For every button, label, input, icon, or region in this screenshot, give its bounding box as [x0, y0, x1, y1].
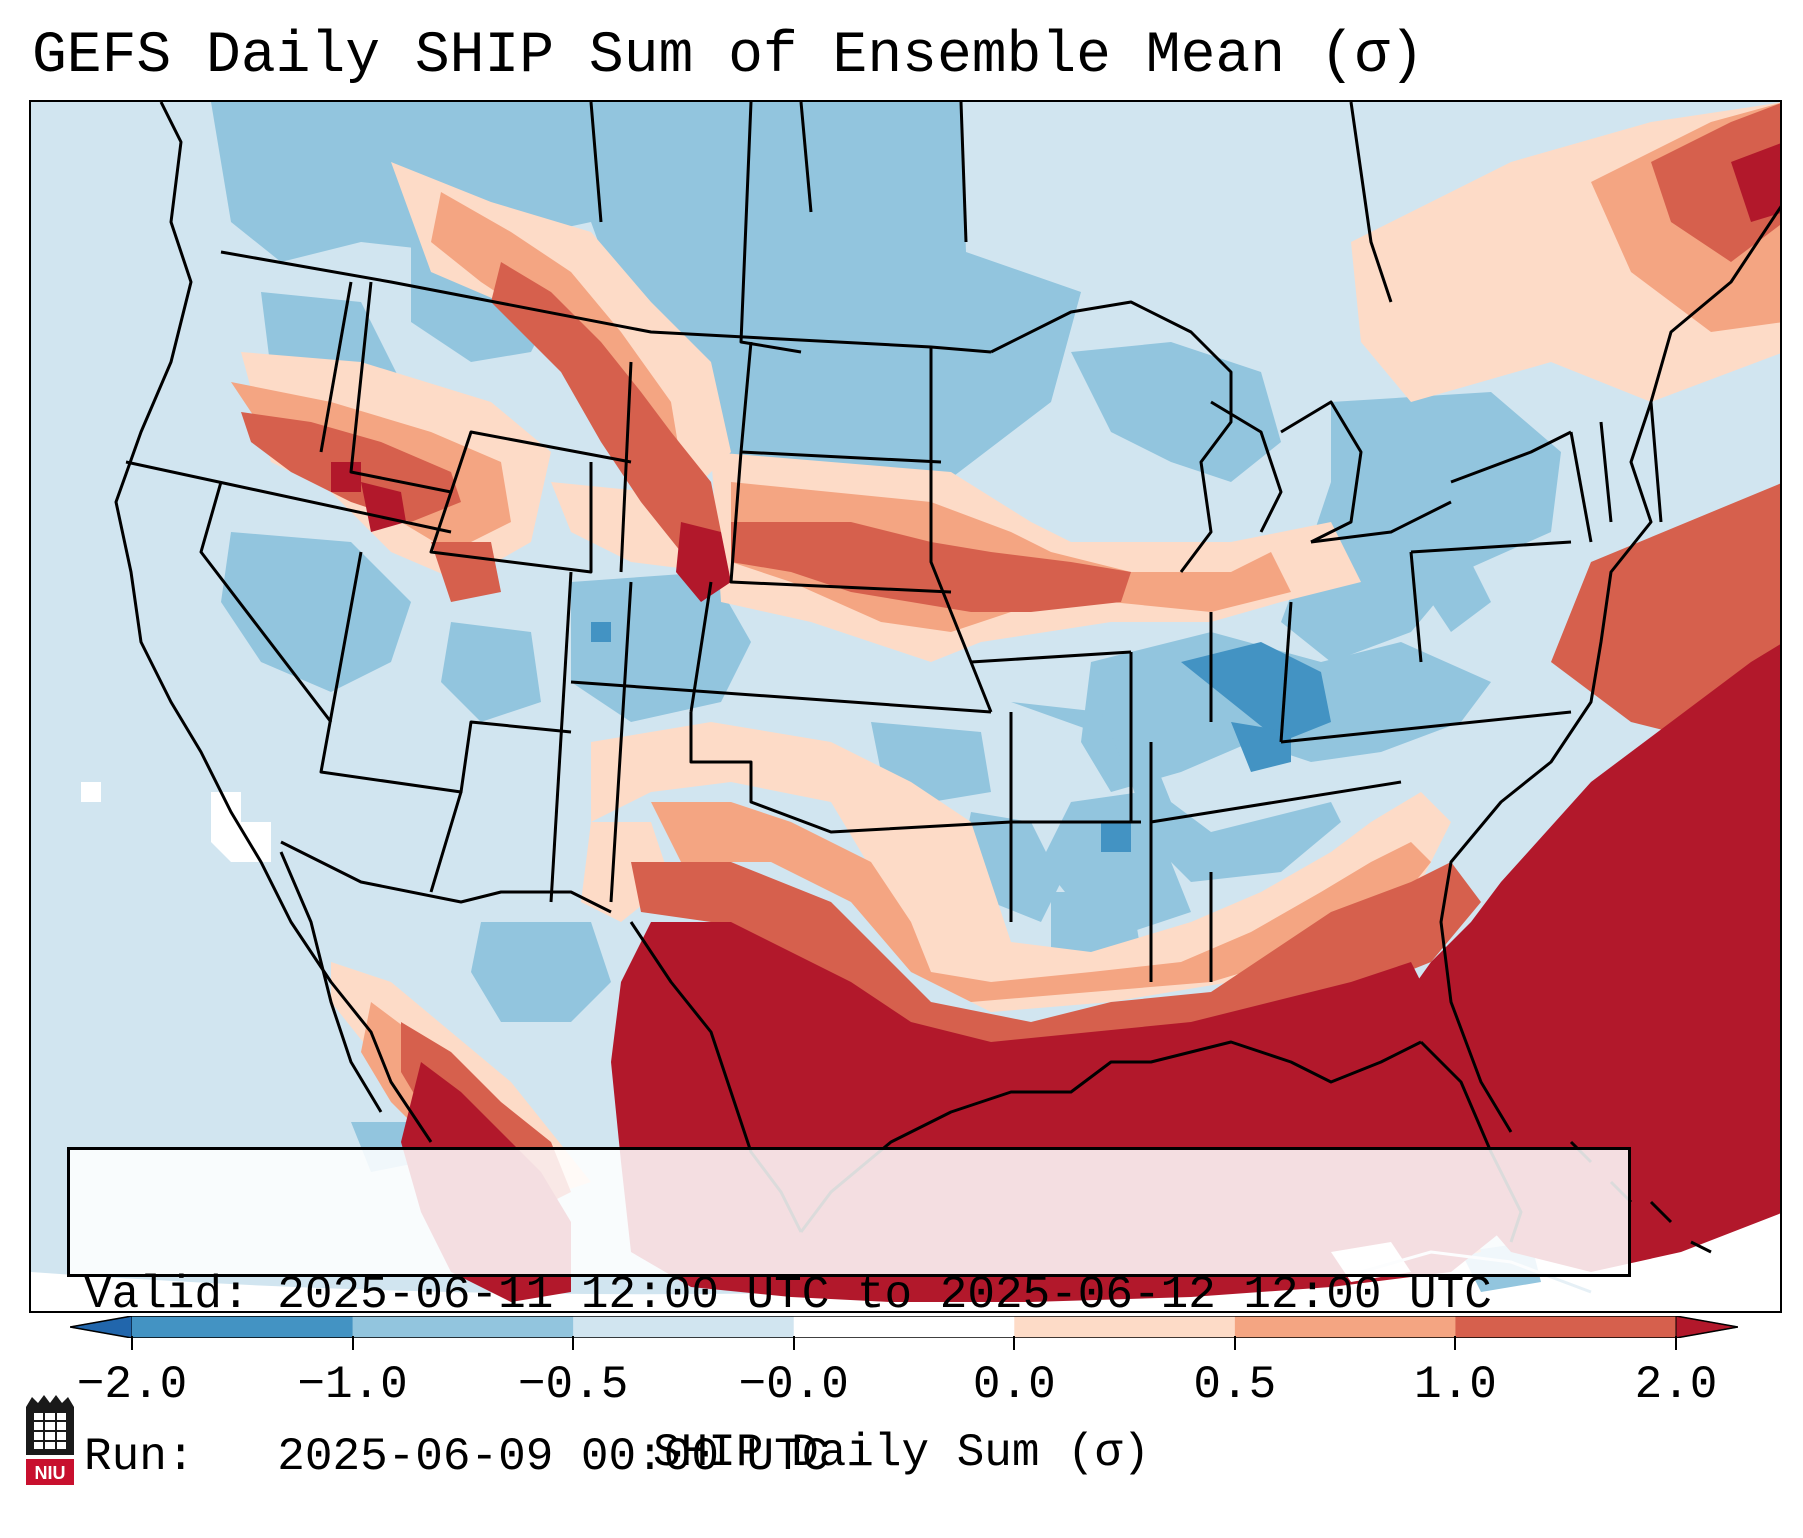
colorbar-label: SHIP Daily Sum (σ) — [653, 1427, 1150, 1479]
lake-huron — [1280, 400, 1363, 544]
valid-value: 2025-06-11 12:00 UTC to 2025-06-12 12:00… — [277, 1269, 1492, 1321]
colorbar-tick-mark — [792, 1336, 795, 1350]
state-line — [1649, 401, 1663, 523]
colorbar-bin — [573, 1316, 795, 1338]
lake-ontario — [1450, 430, 1572, 484]
run-label: Run: — [84, 1431, 195, 1483]
state-line — [619, 361, 633, 573]
niu-logo: NIU — [26, 1395, 74, 1485]
colorbar-tick-mark — [351, 1336, 354, 1350]
baja-coast — [279, 851, 383, 1113]
state-line — [1599, 421, 1613, 523]
state-line — [1409, 551, 1423, 663]
map-panel — [29, 100, 1782, 1313]
mexico-border — [280, 840, 612, 914]
state-line — [729, 451, 952, 594]
colorbar-tick-mark — [1013, 1336, 1016, 1350]
province-line — [799, 102, 813, 213]
colorbar-tick-mark — [131, 1336, 133, 1350]
run-value: 2025-06-09 00:00 UTC — [277, 1431, 830, 1483]
gulf-coastline — [799, 1040, 1422, 1233]
state-line — [1569, 431, 1593, 543]
state-line — [429, 791, 463, 893]
colorbar-bin — [132, 1316, 354, 1338]
logo-text: NIU — [35, 1463, 66, 1483]
projection-edge — [31, 1212, 1780, 1311]
valid-label: Valid: — [84, 1269, 250, 1321]
province-line — [959, 102, 968, 243]
colorbar-bin — [1014, 1316, 1236, 1338]
state-line — [1280, 710, 1572, 744]
state-line — [125, 460, 452, 534]
colorbar-tick-label: −0.0 — [738, 1359, 849, 1411]
colorbar-ticks: −2.0 −1.0 −0.5 −0.0 0.0 0.5 1.0 2.0 — [0, 1336, 1803, 1426]
colorbar-tick-label: 0.0 — [972, 1359, 1056, 1411]
chart-title: GEFS Daily SHIP Sum of Ensemble Mean (σ) — [32, 24, 1425, 89]
colorbar-tick-label: 1.0 — [1414, 1359, 1497, 1411]
valid-row: Valid: 2025-06-11 12:00 UTC to 2025-06-1… — [84, 1268, 1614, 1322]
colorbar-tick-label: 2.0 — [1634, 1359, 1718, 1411]
colorbar-bin — [793, 1316, 1015, 1338]
east-coastline — [1439, 205, 1780, 1133]
colorbar-svg — [70, 1316, 1738, 1338]
west-coastline — [114, 102, 433, 1143]
boundaries — [114, 102, 1780, 1294]
colorbar-tick-mark — [1233, 1336, 1236, 1350]
state-line — [739, 102, 802, 354]
colorbar-tick-label: −2.0 — [76, 1359, 188, 1411]
colorbar-bin — [352, 1316, 574, 1338]
state-line — [429, 462, 593, 574]
state-line — [929, 347, 993, 713]
colorbar-bin — [1234, 1316, 1456, 1338]
colorbar — [70, 1316, 1738, 1338]
great-lakes-outline — [990, 300, 1233, 573]
state-line — [549, 571, 573, 903]
state-line — [970, 650, 1132, 664]
colorbar-tick-mark — [572, 1336, 575, 1350]
province-line — [1349, 102, 1393, 303]
run-row: Run: 2025-06-09 00:00 UTC — [84, 1430, 1614, 1484]
lake-michigan — [1210, 400, 1283, 533]
state-line — [1279, 601, 1293, 743]
state-line — [1410, 540, 1572, 554]
colorbar-bin — [1455, 1316, 1677, 1338]
colorbar-over-extension — [1675, 1316, 1738, 1338]
state-line — [609, 581, 633, 903]
lake-erie — [1310, 500, 1452, 544]
state-line — [689, 581, 713, 713]
state-line — [199, 481, 333, 723]
anomaly-strong-negative — [591, 622, 1331, 852]
map-svg — [31, 102, 1780, 1311]
state-line — [319, 281, 353, 453]
colorbar-tick-mark — [1675, 1336, 1677, 1350]
northern-border — [220, 250, 992, 354]
state-line — [689, 712, 1012, 834]
colorbar-tick-label: 0.5 — [1193, 1359, 1277, 1411]
colorbar-tick-label: −1.0 — [297, 1359, 408, 1411]
colorbar-tick-mark — [1454, 1336, 1457, 1350]
colorbar-tick-label: −0.5 — [517, 1359, 629, 1411]
valid-run-info-box: Valid: 2025-06-11 12:00 UTC to 2025-06-1… — [67, 1147, 1631, 1483]
colorbar-under-extension — [70, 1316, 133, 1338]
state-line — [570, 680, 992, 714]
state-line — [1150, 780, 1402, 824]
province-line — [589, 102, 603, 223]
